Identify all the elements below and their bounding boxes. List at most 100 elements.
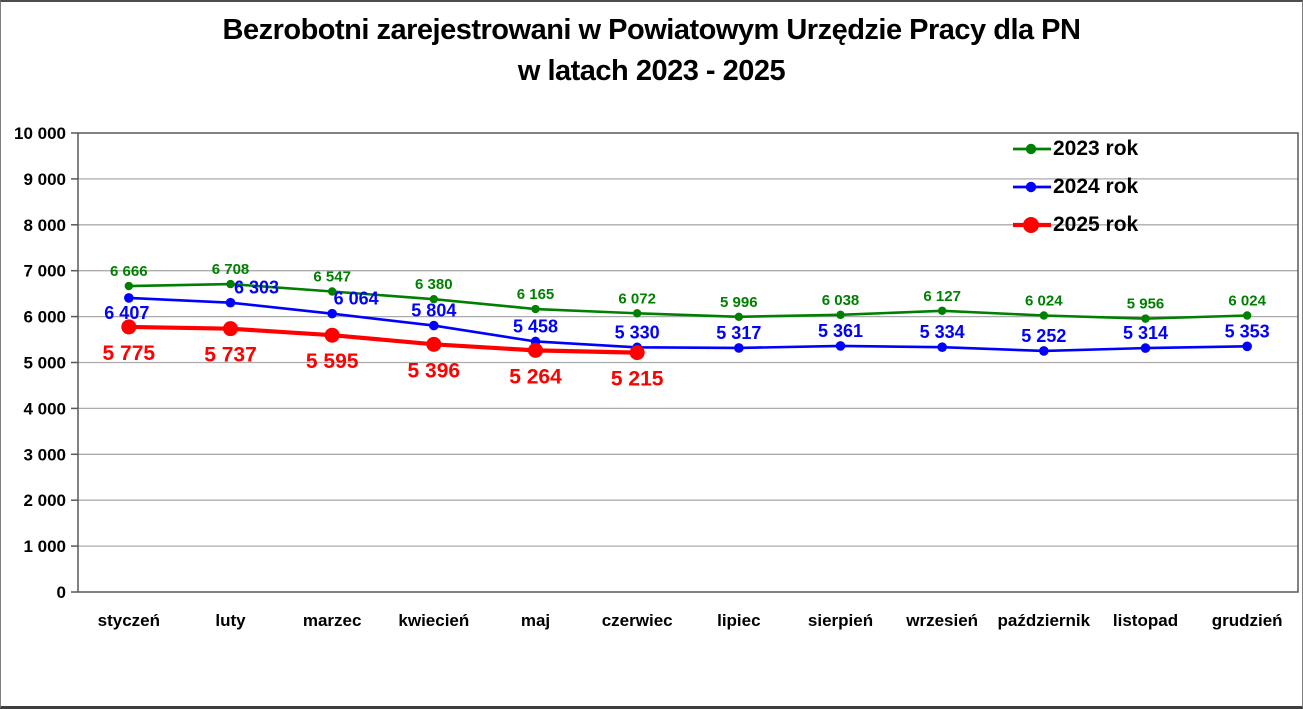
data-label: 5 264 bbox=[509, 365, 562, 388]
x-axis-label: marzec bbox=[303, 611, 362, 630]
data-point bbox=[531, 304, 540, 314]
data-point bbox=[429, 294, 439, 304]
data-label: 5 396 bbox=[408, 359, 461, 382]
y-axis-label: 4 000 bbox=[23, 399, 66, 418]
y-axis-label: 1 000 bbox=[23, 537, 66, 556]
legend-marker-2025-icon bbox=[1013, 217, 1051, 233]
data-point bbox=[124, 293, 134, 303]
legend-label-2025: 2025 rok bbox=[1053, 213, 1139, 236]
data-label: 5 804 bbox=[411, 301, 456, 321]
data-label: 6 666 bbox=[110, 263, 148, 280]
data-point bbox=[1140, 343, 1151, 353]
legend-dot bbox=[1025, 143, 1037, 155]
data-point bbox=[836, 310, 845, 320]
data-point bbox=[632, 309, 642, 318]
x-axis-label: wrzesień bbox=[905, 611, 978, 630]
chart-legend: 2023 rok 2024 rok 2025 rok bbox=[1013, 130, 1138, 244]
data-label: 5 215 bbox=[611, 368, 664, 391]
y-axis-label: 3 000 bbox=[23, 445, 66, 464]
x-axis-label: sierpień bbox=[808, 611, 873, 630]
data-point bbox=[1141, 314, 1150, 323]
data-label: 6 024 bbox=[1025, 292, 1063, 309]
y-axis-label: 7 000 bbox=[23, 262, 66, 281]
y-axis-label: 5 000 bbox=[23, 354, 66, 373]
data-label: 6 127 bbox=[923, 288, 961, 305]
chart-title-line1: Bezrobotni zarejestrowani w Powiatowym U… bbox=[222, 14, 1081, 46]
data-label: 6 064 bbox=[334, 289, 379, 309]
data-label: 6 038 bbox=[822, 292, 860, 309]
series-line-2023-rok bbox=[127, 282, 1249, 320]
y-axis-label: 8 000 bbox=[23, 216, 66, 235]
data-label: 6 547 bbox=[313, 268, 351, 285]
data-point bbox=[324, 327, 340, 343]
x-axis-label: lipiec bbox=[717, 611, 760, 630]
legend-dot bbox=[1023, 217, 1039, 233]
legend-item-2025: 2025 rok bbox=[1013, 206, 1138, 244]
legend-label-2023: 2023 rok bbox=[1053, 137, 1139, 160]
data-point bbox=[734, 312, 744, 321]
data-point bbox=[1039, 311, 1049, 320]
legend-label-2024: 2024 rok bbox=[1053, 175, 1139, 198]
data-label: 5 737 bbox=[204, 344, 257, 367]
data-point bbox=[121, 319, 137, 335]
data-label: 5 956 bbox=[1127, 296, 1165, 313]
x-axis-label: czerwiec bbox=[602, 611, 673, 630]
y-axis-label: 2 000 bbox=[23, 491, 66, 510]
data-label: 5 314 bbox=[1123, 323, 1168, 343]
data-label: 5 334 bbox=[920, 322, 965, 342]
x-axis-label: kwiecień bbox=[398, 611, 469, 630]
data-label: 6 708 bbox=[212, 261, 250, 278]
data-label: 5 775 bbox=[103, 342, 156, 365]
data-point bbox=[1039, 346, 1049, 356]
data-point bbox=[937, 342, 947, 352]
chart-title-line2: w latach 2023 - 2025 bbox=[517, 55, 786, 87]
series-line-2025-rok bbox=[126, 324, 640, 355]
legend-item-2023: 2023 rok bbox=[1013, 130, 1138, 168]
data-label: 5 317 bbox=[716, 323, 761, 343]
data-label: 5 361 bbox=[818, 321, 863, 341]
series-line-2024-rok bbox=[127, 296, 1249, 353]
chart-title: Bezrobotni zarejestrowani w Powiatowym U… bbox=[1, 10, 1302, 92]
y-axis-label: 10 000 bbox=[14, 124, 66, 143]
y-axis-label: 6 000 bbox=[23, 308, 66, 327]
data-point bbox=[429, 320, 439, 331]
data-point bbox=[835, 341, 846, 351]
data-label: 5 996 bbox=[720, 294, 758, 311]
data-point bbox=[528, 342, 543, 358]
data-point bbox=[327, 287, 337, 296]
x-axis-label: styczeń bbox=[98, 611, 160, 630]
data-point bbox=[629, 345, 645, 361]
data-label: 6 072 bbox=[618, 290, 656, 307]
data-point bbox=[937, 306, 947, 315]
plot-border bbox=[77, 132, 1299, 593]
data-point bbox=[1242, 341, 1252, 352]
data-label: 5 353 bbox=[1225, 321, 1270, 341]
data-label: 5 330 bbox=[615, 322, 660, 342]
x-axis-label: październik bbox=[998, 611, 1091, 630]
data-point bbox=[426, 336, 442, 352]
y-axis-label: 0 bbox=[57, 583, 66, 602]
data-point bbox=[223, 321, 238, 337]
data-point bbox=[225, 297, 236, 308]
data-label: 6 407 bbox=[104, 303, 149, 323]
data-label: 6 024 bbox=[1228, 292, 1266, 309]
x-axis-label: maj bbox=[521, 611, 550, 630]
data-point bbox=[327, 308, 337, 319]
data-point bbox=[1242, 311, 1252, 320]
data-label: 5 595 bbox=[306, 350, 359, 373]
data-point bbox=[124, 281, 134, 291]
legend-item-2024: 2024 rok bbox=[1013, 168, 1138, 206]
data-label: 5 252 bbox=[1021, 326, 1066, 346]
data-point bbox=[734, 343, 744, 353]
data-label: 6 380 bbox=[415, 276, 453, 293]
legend-marker-2023-icon bbox=[1013, 143, 1051, 155]
legend-marker-2024-icon bbox=[1013, 181, 1051, 193]
legend-dot bbox=[1025, 181, 1037, 193]
data-point bbox=[226, 279, 235, 289]
data-label: 6 303 bbox=[234, 278, 279, 298]
data-label: 6 165 bbox=[517, 286, 555, 303]
data-label: 5 458 bbox=[513, 316, 558, 336]
x-axis-label: luty bbox=[215, 611, 246, 630]
